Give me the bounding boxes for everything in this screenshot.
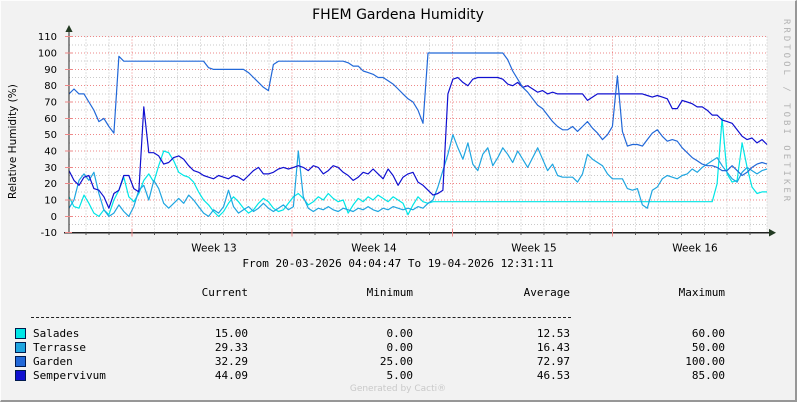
series-current: 44.09 — [214, 369, 248, 382]
date-range: From 20-03-2026 04:04:47 To 19-04-2026 1… — [242, 257, 554, 270]
y-tick-label: 60 — [44, 114, 57, 125]
axes — [64, 30, 770, 237]
series-current: 32.29 — [214, 355, 248, 368]
series-maximum: 50.00 — [691, 341, 725, 354]
y-tick-label: -10 — [41, 228, 57, 239]
series-maximum: 100.00 — [685, 355, 725, 368]
separator-line — [31, 317, 571, 318]
series-maximum: 85.00 — [691, 369, 725, 382]
series-average: 12.53 — [536, 327, 570, 340]
y-tick-label: 30 — [44, 163, 57, 174]
series-name: Garden — [33, 355, 73, 368]
series-color-swatch — [15, 356, 26, 367]
series-average: 72.97 — [536, 355, 570, 368]
y-tick-label: 80 — [44, 81, 57, 92]
legend-row-terrasse: Terrasse 29.33 0.00 16.43 50.00 — [1, 341, 795, 354]
series-average: 46.53 — [536, 369, 570, 382]
header-average: Average — [523, 286, 570, 299]
series-color-swatch — [15, 370, 26, 381]
series-name: Salades — [33, 327, 80, 340]
x-week-label: Week 16 — [672, 243, 718, 255]
legend-row-sempervivum: Sempervivum 44.09 5.00 46.53 85.00 — [1, 369, 795, 382]
header-current: Current — [201, 286, 248, 299]
series-color-swatch — [15, 342, 26, 353]
series-minimum: 0.00 — [386, 341, 414, 354]
legend-table-header: Current Minimum Average Maximum — [1, 286, 795, 299]
y-tick-label: 20 — [44, 179, 57, 190]
y-tick-label: 110 — [38, 32, 57, 43]
x-week-label: Week 14 — [351, 243, 397, 255]
header-maximum: Maximum — [678, 286, 725, 299]
axis-labels: -10 0 10 20 30 40 50 60 70 80 90 100 110 Week 13 Week … — [38, 32, 718, 254]
x-week-label: Week 13 — [191, 243, 236, 255]
series-current: 15.00 — [214, 327, 248, 340]
series-average: 16.43 — [536, 341, 570, 354]
chart-title: FHEM Gardena Humidity — [312, 7, 484, 23]
x-axis-arrow-icon — [769, 228, 776, 237]
series-line-salades — [68, 117, 767, 217]
series-name: Terrasse — [33, 341, 86, 354]
legend-row-garden: Garden 32.29 25.00 72.97 100.00 — [1, 355, 795, 368]
y-tick-label: 50 — [44, 130, 57, 141]
series-maximum: 60.00 — [691, 327, 725, 340]
series-name: Sempervivum — [33, 369, 106, 382]
series-lines — [68, 52, 768, 217]
gridlines — [69, 36, 768, 233]
y-tick-label: 0 — [51, 212, 57, 223]
series-minimum: 25.00 — [379, 355, 413, 368]
x-week-label: Week 15 — [511, 243, 556, 255]
series-line-sempervivum — [68, 76, 768, 209]
header-minimum: Minimum — [366, 286, 413, 299]
y-tick-label: 10 — [44, 196, 57, 207]
legend-row-salades: Salades 15.00 0.00 12.53 60.00 — [1, 327, 795, 340]
series-minimum: 5.00 — [386, 369, 414, 382]
y-tick-label: 100 — [38, 49, 57, 60]
y-axis-arrow-icon — [65, 25, 73, 32]
series-minimum: 0.00 — [386, 327, 414, 340]
series-color-swatch — [15, 328, 26, 339]
cacti-footer: Generated by Cacti® — [349, 384, 447, 394]
y-tick-label: 70 — [44, 98, 57, 109]
series-current: 29.33 — [214, 341, 248, 354]
y-tick-label: 90 — [44, 65, 57, 76]
series-line-garden — [68, 52, 768, 177]
y-tick-label: 40 — [44, 147, 57, 158]
series-line-terrasse — [68, 134, 768, 217]
